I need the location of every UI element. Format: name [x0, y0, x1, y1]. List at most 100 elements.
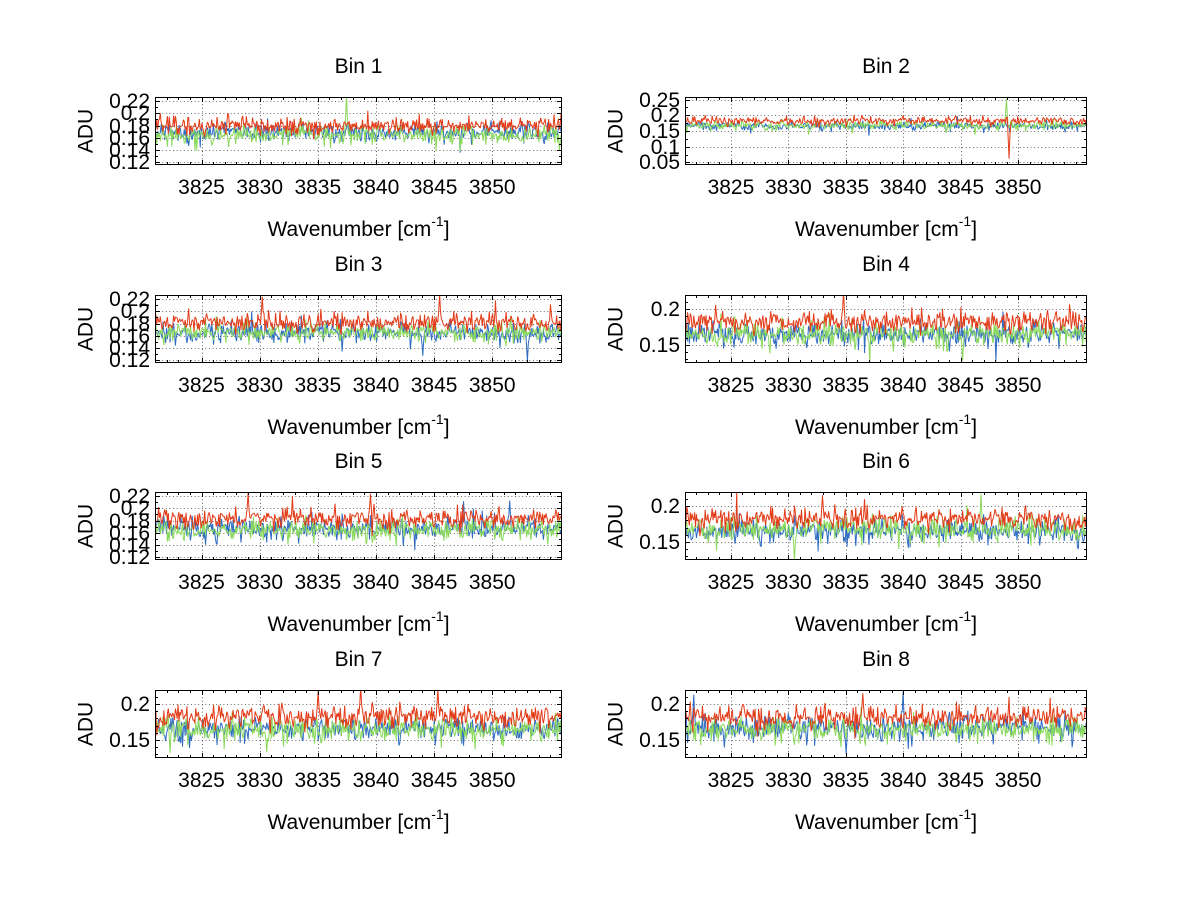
x-tick-label: 3825 [707, 374, 755, 397]
x-axis-label-sup: -1 [431, 411, 444, 427]
y-tick-label: 0.15 [639, 729, 680, 752]
y-tick-label: 0.22 [109, 288, 150, 312]
plot-area [685, 295, 1087, 363]
x-axis-label-post: ] [971, 811, 978, 834]
x-axis-label-sup: -1 [958, 213, 972, 229]
y-tick-label: 0.14 [109, 533, 150, 557]
x-axis-label: Wavenumber [cm-1] [685, 803, 1087, 836]
x-axis-label-pre: Wavenumber [cm [267, 218, 432, 241]
x-axis-label-sup: -1 [958, 806, 972, 822]
x-tick-label: 3840 [352, 176, 400, 199]
x-tick-label: 3845 [937, 374, 985, 397]
x-tick-label: 3830 [236, 769, 284, 792]
x-axis-label-pre: Wavenumber [cm [267, 811, 432, 834]
x-tick-label: 3830 [765, 176, 812, 199]
x-axis-label-post: ] [443, 416, 450, 439]
x-tick-label: 3835 [294, 176, 342, 199]
x-tick-label: 3830 [236, 571, 284, 594]
y-tick-label: 0.2 [650, 495, 680, 519]
x-axis-label: Wavenumber [cm-1] [155, 803, 562, 836]
subplot-title: Bin 6 [862, 450, 910, 473]
x-tick-label: 3835 [822, 571, 870, 594]
plot-area [685, 690, 1087, 758]
x-axis-label-post: ] [971, 416, 978, 439]
y-tick-label: 0.25 [639, 88, 680, 112]
x-axis-label-pre: Wavenumber [cm [267, 416, 432, 439]
y-tick-label: 0.16 [109, 126, 150, 150]
y-tick-label: 0.22 [109, 90, 150, 114]
x-tick-label: 3825 [178, 769, 225, 792]
x-tick-label: 3850 [994, 374, 1042, 397]
plot-area [685, 492, 1087, 560]
y-tick-label: 0.14 [109, 336, 150, 360]
x-tick-label: 3850 [468, 571, 516, 594]
x-tick-label: 3835 [294, 571, 342, 594]
x-axis-label-post: ] [443, 218, 450, 241]
y-tick-label: 0.2 [120, 693, 150, 717]
plot-area [155, 295, 562, 363]
x-axis-label: Wavenumber [cm-1] [155, 605, 562, 638]
x-tick-label: 3850 [994, 769, 1042, 792]
y-tick-label: 0.2 [120, 102, 150, 126]
y-tick-label: 0.12 [109, 348, 150, 372]
x-tick-label: 3850 [468, 176, 516, 199]
x-tick-label: 3840 [879, 176, 927, 199]
x-tick-label: 3845 [410, 176, 458, 199]
x-axis-label-sup: -1 [431, 213, 444, 229]
x-tick-label: 3850 [468, 374, 516, 397]
subplot-title: Bin 5 [334, 450, 383, 473]
x-tick-label: 3825 [707, 571, 755, 594]
x-tick-label: 3840 [352, 374, 400, 397]
plot-area [155, 97, 562, 165]
y-tick-label: 0.2 [120, 300, 150, 324]
x-tick-label: 3830 [765, 769, 812, 792]
x-tick-label: 3845 [937, 176, 985, 199]
x-axis-label-pre: Wavenumber [cm [794, 218, 959, 241]
plot-area [155, 492, 562, 560]
y-tick-label: 0.12 [109, 150, 150, 174]
x-tick-label: 3830 [765, 571, 812, 594]
y-tick-label: 0.15 [639, 531, 680, 554]
x-axis-label-post: ] [443, 811, 450, 834]
y-tick-label: 0.16 [109, 521, 150, 545]
x-axis-label: Wavenumber [cm-1] [155, 408, 562, 441]
y-tick-label: 0.15 [639, 120, 680, 143]
y-tick-label: 0.15 [109, 729, 150, 752]
x-axis-label-pre: Wavenumber [cm [794, 416, 959, 439]
x-tick-label: 3845 [410, 374, 458, 397]
x-tick-label: 3840 [352, 769, 400, 792]
y-tick-label: 0.18 [109, 312, 150, 336]
x-tick-label: 3840 [879, 374, 927, 397]
x-axis-label: Wavenumber [cm-1] [685, 408, 1087, 441]
x-tick-label: 3835 [822, 374, 870, 397]
y-tick-label: 0.22 [109, 485, 150, 509]
x-tick-label: 3845 [937, 571, 985, 594]
x-axis-label-sup: -1 [958, 608, 972, 624]
x-tick-label: 3825 [178, 571, 225, 594]
y-tick-label: 0.2 [120, 497, 150, 521]
y-tick-label: 0.05 [639, 151, 680, 175]
y-tick-label: 0.12 [109, 545, 150, 569]
x-axis-label-sup: -1 [431, 806, 444, 822]
y-tick-label: 0.1 [650, 135, 680, 159]
x-axis-label-pre: Wavenumber [cm [794, 613, 959, 636]
plot-area [155, 690, 562, 758]
y-tick-label: 0.2 [650, 693, 680, 717]
x-axis-label-sup: -1 [431, 608, 444, 624]
x-axis-label-pre: Wavenumber [cm [267, 613, 432, 636]
y-tick-label: 0.14 [109, 138, 150, 162]
x-tick-label: 3835 [294, 374, 342, 397]
y-tick-label: 0.15 [639, 334, 680, 357]
x-tick-label: 3835 [822, 769, 870, 792]
subplot-title: Bin 3 [334, 253, 383, 276]
x-tick-label: 3830 [765, 374, 812, 397]
y-tick-label: 0.18 [109, 509, 150, 533]
x-axis-label: Wavenumber [cm-1] [685, 210, 1087, 243]
x-tick-label: 3845 [410, 571, 458, 594]
x-axis-label: Wavenumber [cm-1] [685, 605, 1087, 638]
x-tick-label: 3850 [468, 769, 516, 792]
x-tick-label: 3835 [822, 176, 870, 199]
x-tick-label: 3830 [236, 176, 284, 199]
x-axis-label-post: ] [971, 613, 978, 636]
